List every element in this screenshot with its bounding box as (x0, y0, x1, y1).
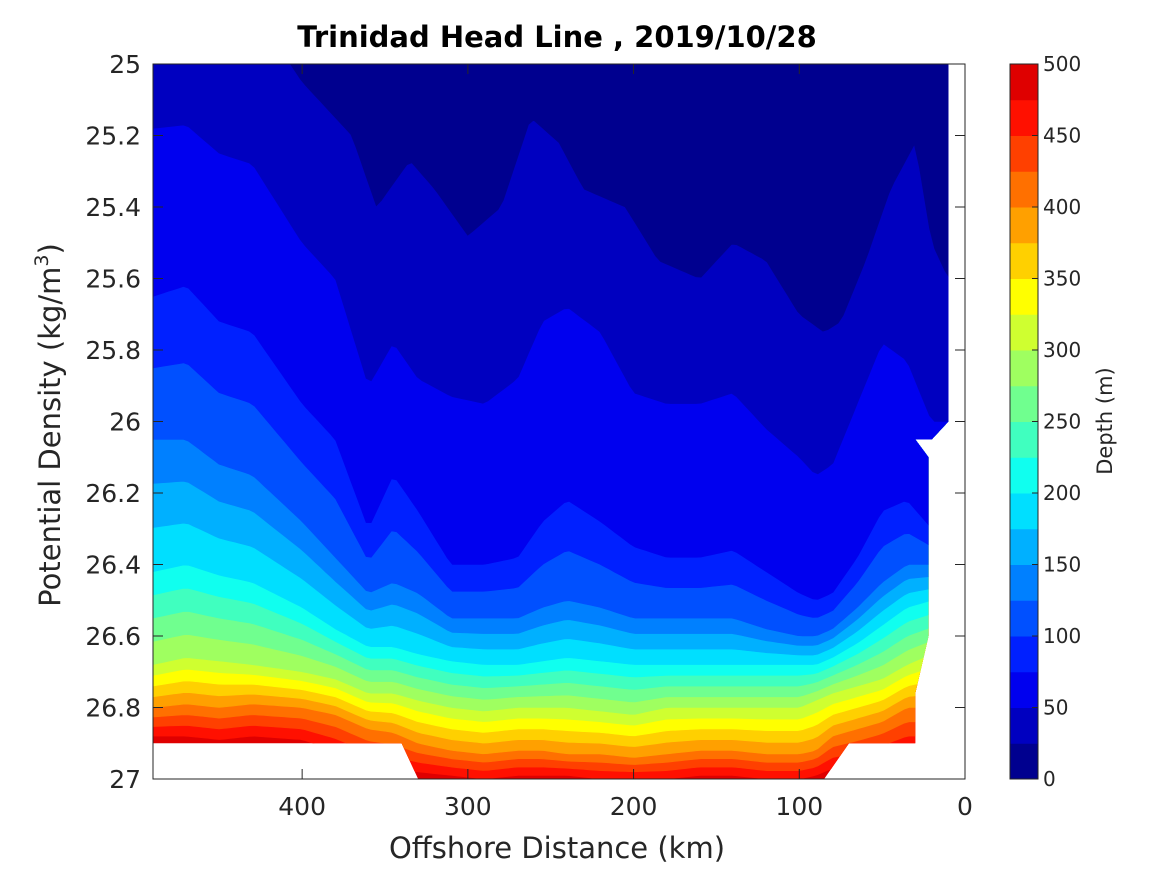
colorbar-swatch (1010, 743, 1038, 780)
colorbar-tick-label: 0 (1043, 767, 1056, 791)
colorbar-swatch (1010, 600, 1038, 637)
colorbar: 0 50 100 150 200 250 300 350 400 450 500 (1009, 52, 1081, 791)
colorbar-swatch (1010, 671, 1038, 708)
y-tick-label: 25.8 (85, 336, 141, 365)
y-tick-label: 25.2 (85, 122, 141, 151)
colorbar-tick-label: 250 (1043, 410, 1081, 434)
x-axis: 400 300 200 100 0 (278, 64, 973, 821)
y-tick-label: 26.2 (85, 479, 141, 508)
y-tick-label: 25 (109, 50, 141, 79)
colorbar-tick-label: 350 (1043, 267, 1081, 291)
x-axis-label: Offshore Distance (km) (389, 831, 725, 865)
x-tick-label: 300 (444, 792, 492, 821)
y-axis-label-close: ) (33, 243, 67, 254)
colorbar-swatch (1010, 493, 1038, 530)
colorbar-tick-label: 450 (1043, 124, 1081, 148)
y-tick-label: 25.4 (85, 193, 141, 222)
x-tick-label: 200 (610, 792, 658, 821)
colorbar-tick-label: 300 (1043, 338, 1081, 362)
y-tick-label: 26.6 (85, 622, 141, 651)
colorbar-swatch (1010, 314, 1038, 351)
colorbar-swatch (1010, 135, 1038, 172)
x-tick-label: 0 (957, 792, 973, 821)
colorbar-label: Depth (m) (1093, 367, 1117, 474)
colorbar-swatch (1010, 528, 1038, 565)
colorbar-swatch (1010, 457, 1038, 494)
colorbar-swatch (1010, 564, 1038, 601)
colorbar-tick-label: 200 (1043, 481, 1081, 505)
colorbar-tick-label: 500 (1043, 52, 1081, 76)
y-axis-label-superscript: 3 (31, 254, 53, 266)
contour-band-25 (153, 64, 949, 332)
x-tick-label: 400 (278, 792, 326, 821)
colorbar-swatch (1010, 278, 1038, 315)
y-tick-label: 26.8 (85, 694, 141, 723)
colorbar-swatch (1010, 242, 1038, 279)
x-tick-label: 100 (775, 792, 823, 821)
colorbar-swatch (1010, 171, 1038, 208)
colorbar-swatch (1010, 385, 1038, 422)
plot-area (153, 64, 949, 779)
y-tick-label: 26.4 (85, 551, 141, 580)
y-axis-label: Potential Density (kg/m3) (31, 243, 67, 607)
y-tick-label: 25.6 (85, 265, 141, 294)
colorbar-tick-label: 50 (1043, 696, 1068, 720)
colorbar-tick-label: 400 (1043, 195, 1081, 219)
colorbar-swatch (1010, 64, 1038, 101)
y-axis-label-main: Potential Density (kg/m (33, 267, 67, 607)
y-axis: 25 25.2 25.4 25.6 25.8 26 26.2 26.4 26.6 26.8 27 (85, 50, 965, 794)
chart-title: Trinidad Head Line , 2019/10/28 (297, 20, 817, 54)
contour-fills (153, 64, 949, 779)
colorbar-swatch (1010, 350, 1038, 387)
colorbar-tick-label: 100 (1043, 624, 1081, 648)
colorbar-swatch (1010, 707, 1038, 744)
y-tick-label: 27 (109, 765, 141, 794)
colorbar-swatch (1010, 421, 1038, 458)
colorbar-swatch (1010, 99, 1038, 136)
colorbar-swatch (1010, 636, 1038, 673)
colorbar-tick-label: 150 (1043, 553, 1081, 577)
y-tick-label: 26 (109, 408, 141, 437)
colorbar-swatch (1010, 207, 1038, 244)
